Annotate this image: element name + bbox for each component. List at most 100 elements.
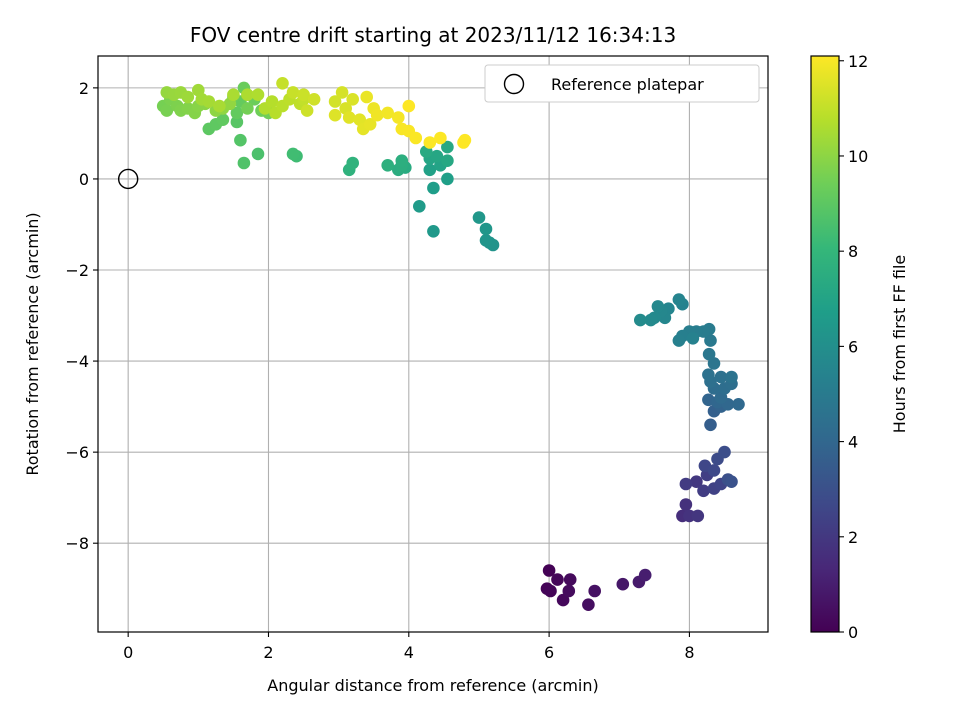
data-point	[297, 88, 310, 101]
data-point	[441, 172, 454, 186]
data-point	[427, 225, 440, 238]
data-point	[562, 584, 576, 598]
data-point	[430, 149, 444, 163]
data-point	[230, 115, 244, 129]
legend: Reference platepar	[484, 64, 760, 103]
x-tick-label: 2	[263, 643, 273, 662]
data-point	[328, 95, 342, 108]
data-point	[423, 136, 437, 149]
data-point	[441, 154, 454, 167]
data-point	[644, 313, 658, 327]
data-point	[241, 102, 254, 115]
data-point	[423, 163, 437, 177]
data-point	[181, 90, 195, 104]
data-point	[360, 90, 374, 104]
data-point	[725, 370, 738, 384]
data-point	[213, 99, 226, 113]
plot-area: 0 2 4 6 8 2 0 −2 −4 −6 −8 Reference platepar	[65, 55, 769, 662]
legend-box	[484, 64, 760, 103]
data-point	[230, 106, 244, 120]
data-point	[409, 131, 423, 145]
y-tick-label: −6	[65, 443, 89, 462]
x-axis-title: Angular distance from reference (arcmin)	[267, 676, 598, 695]
data-point	[251, 88, 265, 101]
data-point	[202, 95, 216, 108]
data-point	[342, 111, 356, 124]
data-point	[732, 398, 745, 411]
data-point	[381, 106, 395, 120]
y-axis-title: Rotation from reference (arcmin)	[23, 212, 42, 475]
data-points	[156, 77, 745, 611]
data-point	[370, 108, 384, 122]
data-point	[638, 568, 652, 582]
data-point	[413, 200, 426, 213]
data-point	[686, 332, 700, 345]
legend-label: Reference platepar	[551, 75, 704, 94]
data-point	[672, 334, 686, 347]
y-tick-label: 0	[79, 170, 89, 189]
data-point	[704, 418, 717, 432]
data-point	[234, 133, 247, 147]
colorbar-tick-label: 8	[848, 242, 858, 261]
legend-marker-icon	[503, 73, 525, 95]
y-tick-label: −8	[65, 534, 89, 553]
x-tick-label: 6	[544, 643, 554, 662]
data-point	[690, 475, 703, 489]
colorbar-ticks: 0 2 4 6 8 10 12	[839, 52, 868, 642]
data-point	[714, 370, 728, 384]
data-point	[395, 154, 409, 167]
colorbar-label: Hours from first FF file	[890, 255, 909, 434]
data-point	[672, 293, 686, 306]
colorbar-tick-label: 6	[848, 337, 858, 356]
data-point	[679, 477, 693, 491]
data-point	[556, 593, 570, 607]
data-point	[563, 573, 577, 586]
colorbar-tick-label: 12	[848, 52, 868, 71]
data-point	[479, 222, 493, 236]
data-point	[707, 464, 721, 477]
data-point	[616, 577, 630, 591]
colorbar-gradient	[810, 55, 840, 633]
data-point	[697, 484, 710, 498]
data-point	[704, 334, 717, 347]
data-point	[544, 584, 557, 598]
data-point	[381, 159, 395, 172]
data-point	[479, 234, 493, 247]
data-point	[300, 104, 314, 117]
data-point	[276, 77, 289, 90]
colorbar-tick-label: 2	[848, 528, 858, 547]
data-point	[335, 86, 349, 99]
data-point	[651, 300, 665, 313]
colorbar: 0 2 4 6 8 10 12 Hours from first FF file	[810, 52, 909, 642]
data-point	[402, 99, 416, 113]
data-point	[363, 118, 377, 131]
data-point	[286, 86, 300, 99]
y-tick-label: −2	[65, 261, 89, 280]
data-point	[392, 111, 405, 124]
data-point	[542, 564, 556, 577]
x-axis-ticks: 0 2 4 6 8	[123, 632, 695, 662]
data-point	[237, 156, 251, 170]
data-point	[725, 475, 738, 489]
reference-platepar-marker	[117, 168, 139, 190]
colorbar-tick-label: 10	[848, 147, 868, 166]
data-point	[346, 156, 360, 170]
data-point	[702, 347, 716, 361]
data-point	[551, 573, 564, 586]
data-point	[286, 147, 300, 161]
data-point	[307, 93, 321, 106]
x-tick-label: 0	[123, 643, 133, 662]
chart-title: FOV centre drift starting at 2023/11/12 …	[190, 23, 676, 47]
colorbar-tick-label: 0	[848, 623, 858, 642]
data-point	[328, 108, 342, 122]
y-axis-ticks: 2 0 −2 −4 −6 −8	[65, 79, 98, 553]
data-point	[427, 181, 440, 195]
data-point	[679, 498, 693, 511]
data-point	[346, 93, 360, 106]
data-point	[691, 509, 705, 523]
data-point	[227, 88, 240, 101]
y-tick-label: −4	[65, 352, 89, 371]
data-point	[160, 104, 174, 117]
colorbar-tick-label: 4	[848, 433, 858, 452]
